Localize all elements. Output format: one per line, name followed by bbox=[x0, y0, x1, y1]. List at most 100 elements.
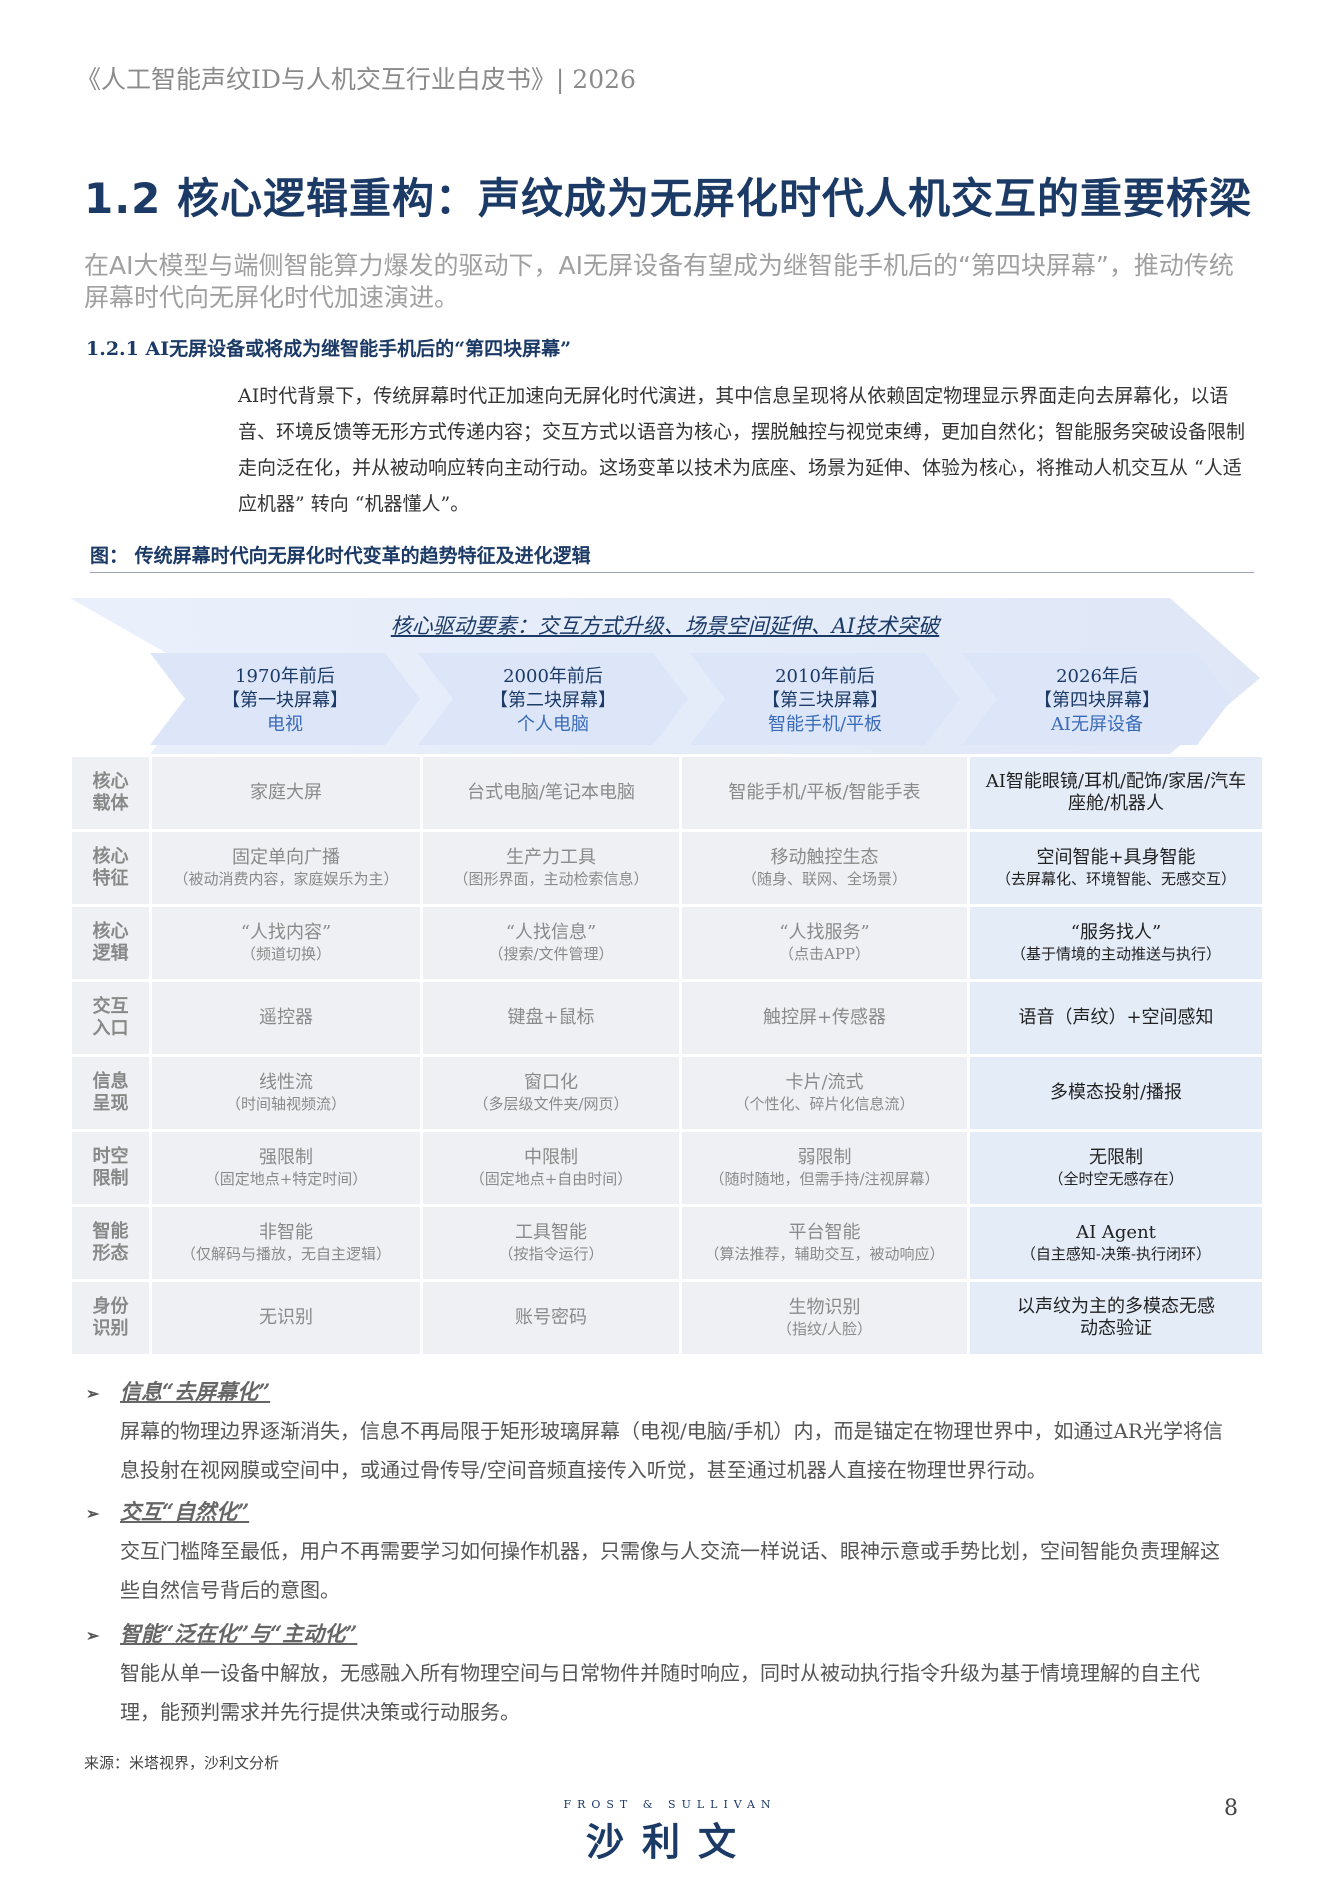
cell-main: 中限制 bbox=[524, 1147, 578, 1168]
era-chevron: 2010年前后 【第三块屏幕】 智能手机/平板 bbox=[690, 653, 960, 745]
era-screen: 【第四块屏幕】 bbox=[1034, 690, 1160, 711]
cell-note: （图形界面，主动检索信息） bbox=[453, 870, 649, 888]
table-cell: 卡片/流式 （个性化、碎片化信息流） bbox=[682, 1057, 967, 1129]
cell-note: （点击APP） bbox=[778, 945, 871, 963]
bullet-text: 交互门槛降至最低，用户不再需要学习如何操作机器，只需像与人交流一样说话、眼神示意… bbox=[120, 1539, 1220, 1602]
table-cell: 生物识别 （指纹/人脸） bbox=[682, 1282, 967, 1354]
cell-main: “人找信息” bbox=[505, 922, 597, 943]
table-cell: 键盘+鼠标 bbox=[423, 982, 679, 1054]
arrow-bullet-icon: ➢ bbox=[86, 1626, 100, 1645]
table-cell: 无识别 bbox=[152, 1282, 420, 1354]
era-device: AI无屏设备 bbox=[1050, 714, 1144, 735]
cell-main: 强限制 bbox=[259, 1147, 313, 1168]
bullet-title: 信息“去屏幕化” bbox=[120, 1379, 271, 1404]
row-label: 核心 特征 bbox=[72, 832, 149, 904]
bullet-title: 智能“泛在化”与“主动化” bbox=[120, 1621, 358, 1646]
cell-note: （多层级文件夹/网页） bbox=[473, 1095, 629, 1113]
cell-note: （仅解码与播放，无自主逻辑） bbox=[180, 1245, 391, 1263]
cell-main: AI Agent bbox=[1076, 1222, 1156, 1243]
source-note: 来源：米塔视界，沙利文分析 bbox=[84, 1754, 280, 1772]
cell-main: 智能手机/平板/智能手表 bbox=[728, 782, 921, 803]
figure-caption: 图： 传统屏幕时代向无屏化时代变革的趋势特征及进化逻辑 bbox=[90, 541, 1254, 573]
cell-main: 空间智能+具身智能 bbox=[1036, 847, 1196, 868]
chevron-shape bbox=[690, 653, 960, 745]
cell-main: 生物识别 bbox=[788, 1297, 861, 1318]
era-screen: 【第二块屏幕】 bbox=[490, 690, 616, 711]
table-cell: 工具智能 （按指令运行） bbox=[423, 1207, 679, 1279]
cell-main: 移动触控生态 bbox=[770, 847, 879, 868]
era-device: 电视 bbox=[267, 714, 303, 735]
cell-main: 线性流 bbox=[259, 1072, 313, 1093]
table-cell: 生产力工具 （图形界面，主动检索信息） bbox=[423, 832, 679, 904]
era-chevron: 2000年前后 【第二块屏幕】 个人电脑 bbox=[418, 653, 688, 745]
cell-main: 卡片/流式 bbox=[785, 1072, 864, 1093]
table-cell: 弱限制 （随时随地，但需手持/注视屏幕） bbox=[682, 1132, 967, 1204]
table-cell: 空间智能+具身智能 （去屏幕化、环境智能、无感交互） bbox=[970, 832, 1262, 904]
frost-sullivan-logo: FROST & SULLIVAN 沙利文 bbox=[560, 1798, 780, 1866]
table-cell: 线性流 （时间轴视频流） bbox=[152, 1057, 420, 1129]
bullet-title: 交互“自然化” bbox=[120, 1499, 250, 1524]
table-cell: 无限制 （全时空无感存在） bbox=[970, 1132, 1262, 1204]
cell-main: “人找服务” bbox=[779, 922, 870, 943]
table-cell: 平台智能 （算法推荐，辅助交互，被动响应） bbox=[682, 1207, 967, 1279]
body-paragraph: AI时代背景下，传统屏幕时代正加速向无屏化时代演进，其中信息呈现将从依赖固定物理… bbox=[238, 385, 1246, 515]
cell-main: 非智能 bbox=[259, 1222, 313, 1243]
table-cell: “服务找人” （基于情境的主动推送与执行） bbox=[970, 907, 1262, 979]
table-cell: 家庭大屏 bbox=[152, 757, 420, 829]
row-label: 核心 载体 bbox=[72, 757, 149, 829]
table-cell: 以声纹为主的多模态无感动态验证 bbox=[970, 1282, 1262, 1354]
era-chevron: 1970年前后 【第一块屏幕】 电视 bbox=[150, 653, 420, 745]
cell-note: （指纹/人脸） bbox=[776, 1320, 873, 1338]
subsection-title: 1.2.1 AI无屏设备或将成为继智能手机后的“第四块屏幕” bbox=[86, 338, 571, 360]
cell-note: （全时空无感存在） bbox=[1048, 1170, 1184, 1188]
logo-en: FROST & SULLIVAN bbox=[563, 1798, 777, 1811]
era-year: 2026年后 bbox=[1056, 666, 1138, 687]
cell-main: 多模态投射/播报 bbox=[1049, 1082, 1183, 1103]
row-label: 核心 逻辑 bbox=[72, 907, 149, 979]
era-year: 2010年前后 bbox=[775, 666, 875, 687]
cell-note: （被动消费内容，家庭娱乐为主） bbox=[173, 870, 399, 888]
cell-main: 窗口化 bbox=[524, 1072, 578, 1093]
cell-main: 以声纹为主的多模态无感动态验证 bbox=[1017, 1296, 1215, 1339]
table-cell: 账号密码 bbox=[423, 1282, 679, 1354]
arrow-bullet-icon: ➢ bbox=[86, 1384, 100, 1403]
cell-note: （搜索/文件管理） bbox=[488, 945, 614, 963]
cell-main: 账号密码 bbox=[515, 1307, 587, 1328]
table-cell: AI智能眼镜/耳机/配饰/家居/汽车座舱/机器人 bbox=[970, 757, 1262, 829]
cell-note: （算法推荐，辅助交互，被动响应） bbox=[704, 1245, 945, 1263]
row-label: 信息 呈现 bbox=[72, 1057, 149, 1129]
bullet-heading: ➢ 信息“去屏幕化” bbox=[86, 1376, 270, 1406]
cell-note: （固定地点+自由时间） bbox=[469, 1170, 633, 1188]
table-cell: “人找信息” （搜索/文件管理） bbox=[423, 907, 679, 979]
cell-note: （随身、联网、全场景） bbox=[741, 870, 907, 888]
cell-main: 家庭大屏 bbox=[250, 782, 322, 803]
section-title: 1.2 核心逻辑重构：声纹成为无屏化时代人机交互的重要桥梁 bbox=[84, 174, 1253, 223]
era-year: 2000年前后 bbox=[503, 666, 603, 687]
table-cell: 固定单向广播 （被动消费内容，家庭娱乐为主） bbox=[152, 832, 420, 904]
cell-main: 无识别 bbox=[259, 1307, 313, 1328]
cell-note: （固定地点+特定时间） bbox=[204, 1170, 368, 1188]
table-cell: “人找内容” （频道切换） bbox=[152, 907, 420, 979]
cell-main: “人找内容” bbox=[240, 922, 332, 943]
bullet-text: 屏幕的物理边界逐渐消失，信息不再局限于矩形玻璃屏幕（电视/电脑/手机）内，而是锚… bbox=[120, 1419, 1223, 1482]
cell-main: 固定单向广播 bbox=[232, 847, 340, 868]
table-cell: 遥控器 bbox=[152, 982, 420, 1054]
bullet-heading: ➢ 交互“自然化” bbox=[86, 1496, 249, 1526]
table-cell: 语音（声纹）+空间感知 bbox=[970, 982, 1262, 1054]
cell-note: （去屏幕化、环境智能、无感交互） bbox=[995, 870, 1236, 888]
cell-main: 台式电脑/笔记本电脑 bbox=[466, 782, 636, 803]
cell-main: 无限制 bbox=[1089, 1147, 1143, 1168]
chevron-shape bbox=[962, 653, 1232, 745]
table-cell: 智能手机/平板/智能手表 bbox=[682, 757, 967, 829]
cell-note: （按指令运行） bbox=[498, 1245, 604, 1263]
arrow-bullet-icon: ➢ bbox=[86, 1504, 100, 1523]
running-header: 《人工智能声纹ID与人机交互行业白皮书》| 2026 bbox=[76, 65, 636, 94]
chevron-shape bbox=[150, 653, 420, 745]
cell-main: 键盘+鼠标 bbox=[507, 1007, 595, 1028]
lead-text: 在AI大模型与端侧智能算力爆发的驱动下，AI无屏设备有望成为继智能手机后的“第四… bbox=[84, 251, 1234, 312]
chevron-shape bbox=[418, 653, 688, 745]
row-label: 时空 限制 bbox=[72, 1132, 149, 1204]
cell-main: 平台智能 bbox=[788, 1222, 861, 1243]
cell-note: （基于情境的主动推送与执行） bbox=[1010, 945, 1221, 963]
table-cell: “人找服务” （点击APP） bbox=[682, 907, 967, 979]
